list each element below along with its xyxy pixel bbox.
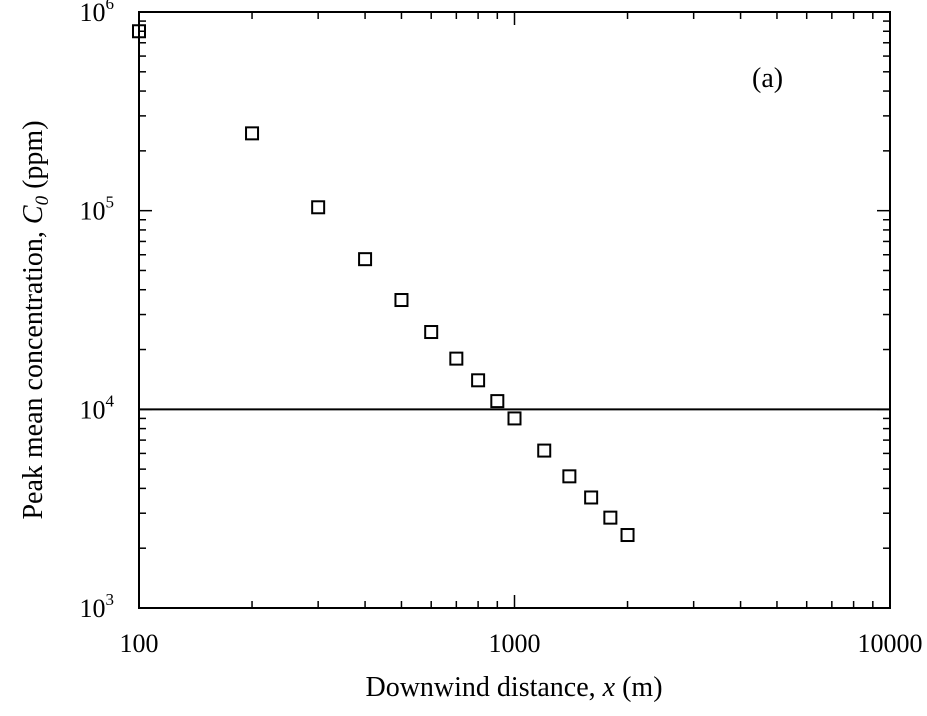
y-axis-variable: C (18, 205, 49, 224)
x-tick-label: 10000 (858, 629, 923, 658)
data-point (311, 200, 326, 215)
x-tick-label: 1000 (489, 629, 541, 658)
y-tick-exponent: 4 (106, 391, 115, 410)
x-tick-label: 100 (120, 629, 159, 658)
data-point (424, 325, 439, 340)
x-axis-title-text: Downwind distance, (365, 672, 602, 703)
data-point (562, 469, 577, 484)
data-point (584, 490, 599, 505)
y-tick-label: 106 (80, 0, 115, 27)
plot-frame (138, 11, 891, 609)
y-tick-base: 10 (80, 197, 106, 226)
y-axis-title-text: Peak mean concentration, (18, 224, 49, 519)
data-point (537, 443, 552, 458)
data-point (603, 510, 618, 525)
axis-ticks (138, 11, 891, 609)
y-tick-exponent: 5 (106, 193, 115, 212)
data-point (245, 126, 260, 141)
data-point (471, 373, 486, 388)
y-tick-exponent: 3 (106, 590, 115, 609)
data-point (507, 411, 522, 426)
panel-label: (a) (752, 63, 783, 94)
y-tick-base: 10 (80, 395, 106, 424)
y-tick-label: 103 (80, 590, 115, 623)
x-axis-unit: (m) (615, 672, 662, 703)
y-tick-exponent: 6 (106, 0, 115, 13)
data-point (358, 252, 373, 267)
x-axis-variable: x (602, 672, 616, 703)
y-tick-label: 105 (80, 193, 115, 226)
data-point (490, 394, 505, 409)
y-axis-unit: (ppm) (18, 120, 49, 195)
y-tick-base: 10 (80, 594, 106, 623)
y-axis-title: Peak mean concentration, C0 (ppm) (18, 120, 53, 519)
data-point (394, 293, 409, 308)
y-axis-subscript: 0 (32, 195, 53, 205)
x-axis-title: Downwind distance, x (m) (365, 672, 662, 703)
y-tick-label: 104 (80, 391, 115, 424)
data-point (620, 528, 635, 543)
data-point (449, 351, 464, 366)
y-tick-base: 10 (80, 0, 106, 27)
data-points (132, 24, 635, 543)
